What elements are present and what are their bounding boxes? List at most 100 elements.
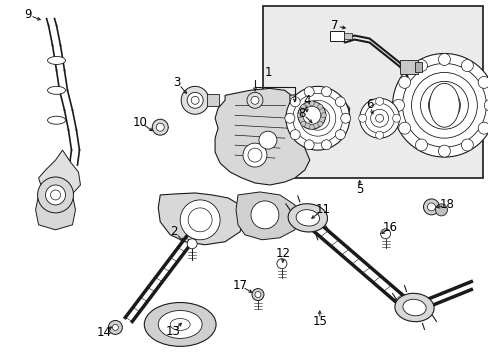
Ellipse shape — [461, 139, 472, 151]
Ellipse shape — [438, 145, 449, 157]
Ellipse shape — [461, 60, 472, 72]
Ellipse shape — [191, 96, 199, 104]
Polygon shape — [289, 92, 349, 140]
Text: 14: 14 — [97, 326, 112, 339]
Ellipse shape — [254, 292, 261, 298]
Ellipse shape — [50, 190, 61, 200]
Ellipse shape — [170, 319, 190, 330]
Bar — [329, 31, 343, 41]
Ellipse shape — [285, 86, 349, 150]
Ellipse shape — [246, 92, 263, 108]
Ellipse shape — [398, 122, 410, 134]
Ellipse shape — [309, 125, 314, 130]
Ellipse shape — [297, 101, 325, 129]
Ellipse shape — [300, 104, 305, 109]
Ellipse shape — [435, 204, 447, 216]
Ellipse shape — [398, 76, 410, 88]
Text: 13: 13 — [165, 325, 180, 338]
Text: 18: 18 — [439, 198, 454, 211]
Ellipse shape — [477, 76, 488, 88]
Ellipse shape — [38, 177, 73, 213]
Ellipse shape — [380, 229, 390, 239]
Ellipse shape — [47, 57, 65, 64]
Ellipse shape — [276, 259, 286, 269]
Ellipse shape — [180, 200, 220, 240]
Ellipse shape — [359, 98, 399, 138]
Ellipse shape — [335, 130, 345, 140]
Ellipse shape — [181, 86, 209, 114]
Ellipse shape — [317, 121, 322, 126]
Ellipse shape — [415, 139, 427, 151]
Ellipse shape — [243, 143, 266, 167]
Ellipse shape — [340, 113, 350, 123]
Ellipse shape — [321, 140, 331, 150]
Bar — [414, 62, 422, 72]
Ellipse shape — [187, 239, 197, 249]
Ellipse shape — [297, 113, 302, 118]
Ellipse shape — [156, 123, 164, 131]
Ellipse shape — [402, 299, 425, 316]
Text: 10: 10 — [133, 116, 147, 129]
Text: 6: 6 — [365, 98, 373, 111]
Ellipse shape — [158, 310, 202, 338]
Ellipse shape — [108, 320, 122, 334]
Ellipse shape — [304, 140, 313, 150]
Bar — [263, 6, 482, 178]
Text: 7: 7 — [330, 19, 338, 32]
Text: 12: 12 — [275, 247, 290, 260]
Ellipse shape — [112, 324, 118, 330]
Text: 8: 8 — [298, 107, 305, 120]
Ellipse shape — [296, 210, 319, 226]
Ellipse shape — [45, 185, 65, 205]
Ellipse shape — [144, 302, 216, 346]
Ellipse shape — [187, 92, 203, 108]
Ellipse shape — [289, 97, 300, 107]
Text: 9: 9 — [24, 8, 31, 21]
Ellipse shape — [321, 87, 331, 97]
Ellipse shape — [392, 54, 488, 157]
Ellipse shape — [317, 104, 322, 109]
Ellipse shape — [358, 114, 366, 122]
Ellipse shape — [392, 114, 400, 122]
Ellipse shape — [289, 130, 300, 140]
Ellipse shape — [250, 96, 259, 104]
Ellipse shape — [309, 101, 314, 106]
Polygon shape — [236, 192, 299, 240]
Ellipse shape — [375, 131, 383, 139]
Ellipse shape — [438, 54, 449, 66]
Polygon shape — [36, 192, 75, 230]
Ellipse shape — [287, 204, 327, 232]
Text: 15: 15 — [312, 315, 326, 328]
Ellipse shape — [47, 116, 65, 124]
Text: 4: 4 — [303, 94, 310, 107]
Ellipse shape — [335, 97, 345, 107]
Ellipse shape — [415, 60, 427, 72]
Ellipse shape — [259, 131, 276, 149]
Ellipse shape — [428, 84, 458, 127]
Ellipse shape — [477, 122, 488, 134]
Bar — [399, 60, 417, 75]
Ellipse shape — [300, 121, 305, 126]
Bar — [207, 94, 219, 106]
Ellipse shape — [427, 203, 435, 211]
Text: 17: 17 — [232, 279, 247, 292]
Text: 16: 16 — [382, 221, 397, 234]
Ellipse shape — [483, 99, 488, 111]
Polygon shape — [39, 150, 81, 198]
Ellipse shape — [47, 86, 65, 94]
Text: 2: 2 — [170, 225, 178, 238]
Ellipse shape — [392, 99, 404, 111]
Ellipse shape — [152, 119, 168, 135]
Polygon shape — [158, 193, 244, 245]
Text: 1: 1 — [264, 66, 271, 79]
Text: 3: 3 — [173, 76, 181, 89]
Ellipse shape — [302, 106, 320, 124]
Bar — [343, 32, 351, 39]
Ellipse shape — [250, 201, 278, 229]
Ellipse shape — [251, 289, 264, 301]
Ellipse shape — [304, 87, 313, 97]
Ellipse shape — [247, 148, 262, 162]
Polygon shape — [215, 88, 309, 185]
Ellipse shape — [188, 208, 212, 232]
Ellipse shape — [285, 113, 294, 123]
